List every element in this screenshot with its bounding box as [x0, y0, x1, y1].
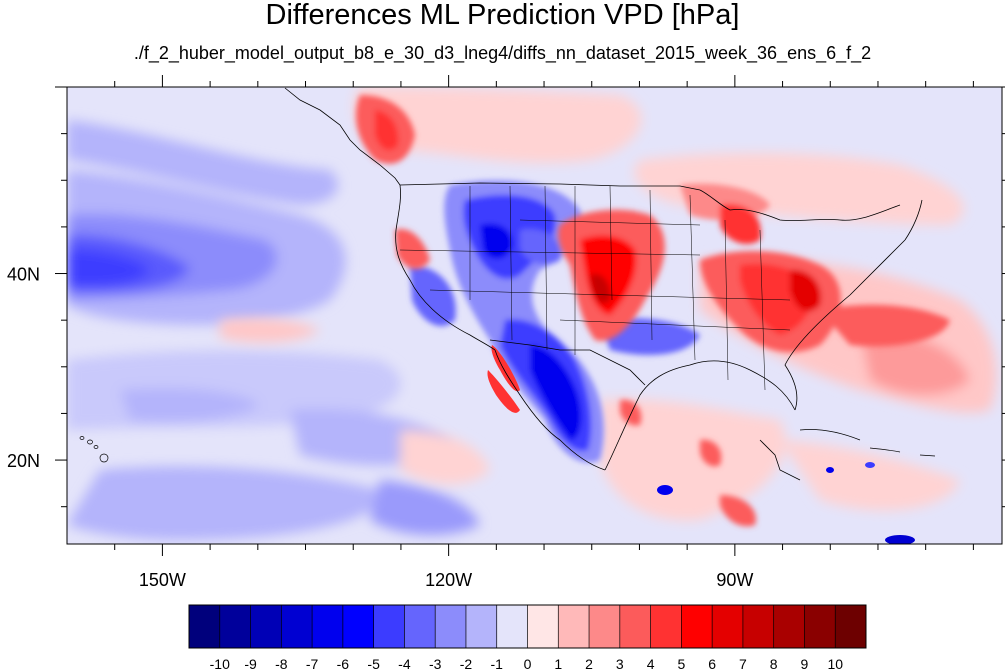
- colorbar-label: -8: [275, 656, 288, 672]
- baja-red-streaks: [487, 345, 520, 413]
- colorbar-swatch: [835, 605, 867, 648]
- colorbar-label: -10: [210, 656, 230, 672]
- colorbar-swatch: [342, 605, 375, 648]
- lat-tick-label: 20N: [7, 451, 40, 471]
- colorbar-swatch: [558, 605, 590, 648]
- colorbar-swatch: [219, 605, 252, 648]
- lon-tick-label: 90W: [716, 570, 753, 590]
- colorbar-label: -5: [367, 656, 380, 672]
- colorbar-label: 1: [554, 656, 562, 672]
- colorbar-label: 7: [739, 656, 747, 672]
- colorbar-swatch: [281, 605, 313, 648]
- colorbar-swatch: [373, 605, 405, 648]
- colorbar-label: 3: [616, 656, 624, 672]
- colorbar-label: 6: [708, 656, 716, 672]
- colorbar-swatch: [527, 605, 559, 648]
- colorbar-swatch: [589, 605, 621, 648]
- colorbar-swatch: [619, 605, 652, 648]
- contour-field: [67, 87, 1002, 544]
- small-blue-spots: [657, 462, 915, 544]
- colorbar-label: -7: [306, 656, 319, 672]
- colorbar-swatch: [650, 605, 682, 648]
- colorbar-label: -4: [398, 656, 411, 672]
- axis-ticks: [55, 75, 1005, 556]
- colorbar-label: 9: [801, 656, 809, 672]
- colorbar-label: 8: [770, 656, 778, 672]
- plot-frame: [66, 86, 1003, 545]
- coastlines-and-borders: [284, 87, 923, 481]
- colorbar-swatch: [404, 605, 436, 648]
- colorbar-label: -2: [460, 656, 473, 672]
- axis-labels: 150W 120W 90W 40N 20N: [7, 265, 753, 590]
- map-title: Differences ML Prediction VPD [hPa]: [265, 0, 740, 31]
- colorbar-label: -9: [244, 656, 257, 672]
- colorbar-frame: [188, 604, 867, 649]
- colorbar-label: 10: [827, 656, 843, 672]
- colorbar-swatch: [496, 605, 528, 648]
- colorbar-swatch: [773, 605, 805, 648]
- colorbar-label: 5: [677, 656, 685, 672]
- colorbar-swatch: [804, 605, 836, 648]
- colorbar-label: 0: [524, 656, 532, 672]
- caribbean-islands: [799, 429, 936, 457]
- colorbar-swatch: [465, 605, 498, 648]
- lat-tick-label: 40N: [7, 265, 40, 285]
- colorbar-swatch: [189, 605, 221, 648]
- colorbar-swatch: [435, 605, 467, 648]
- colorbar-swatch: [742, 605, 775, 648]
- colorbar-label: -3: [429, 656, 442, 672]
- state-borders: [399, 185, 791, 391]
- colorbar: -10 -9 -8 -7 -6 -5 -4 -3 -2 -1 0 1 2 3 4 5 6 7 8 9 10: [188, 604, 867, 672]
- colorbar-label: -1: [491, 656, 504, 672]
- colorbar-label: -6: [337, 656, 350, 672]
- colorbar-swatch: [712, 605, 744, 648]
- map-subtitle: ./f_2_huber_model_output_b8_e_30_d3_lneg…: [133, 43, 872, 63]
- colorbar-swatch: [681, 605, 713, 648]
- colorbar-swatch: [250, 605, 282, 648]
- colorbar-label: 2: [585, 656, 593, 672]
- colorbar-label: 4: [647, 656, 655, 672]
- colorbar-swatch: [312, 605, 344, 648]
- pacific-blue-region: [67, 120, 480, 540]
- lon-tick-label: 150W: [139, 570, 186, 590]
- hawaii-islands: [79, 436, 109, 463]
- lon-tick-label: 120W: [425, 570, 472, 590]
